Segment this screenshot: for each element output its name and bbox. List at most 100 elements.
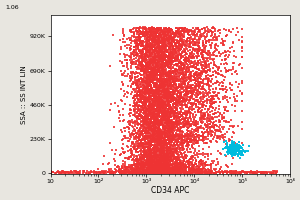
Point [147, 162, 152, 165]
Point [139, 76, 144, 79]
Point [173, 89, 178, 92]
Point [153, 163, 158, 166]
Point [200, 170, 205, 173]
Point [117, 38, 122, 41]
Point [159, 96, 164, 100]
Point [220, 171, 225, 174]
Point [143, 35, 148, 38]
Point [156, 126, 161, 129]
Point [157, 132, 162, 135]
Point [143, 141, 148, 144]
Point [165, 149, 170, 152]
Point [160, 83, 165, 87]
Point [161, 147, 166, 150]
Point [159, 164, 164, 167]
Point [160, 108, 165, 111]
Point [182, 135, 186, 138]
Point [145, 77, 150, 80]
Point [138, 171, 143, 174]
Point [165, 122, 170, 126]
Point [120, 27, 125, 30]
Point [154, 86, 159, 89]
Point [160, 104, 165, 107]
Point [196, 171, 201, 174]
Point [145, 34, 149, 37]
Point [152, 58, 156, 61]
Point [152, 78, 156, 81]
Point [202, 46, 207, 49]
Point [271, 172, 275, 175]
Point [173, 29, 178, 33]
Point [158, 133, 163, 136]
Point [148, 167, 153, 170]
Point [233, 147, 238, 150]
Point [189, 129, 194, 133]
Point [147, 102, 152, 105]
Point [152, 93, 157, 96]
Point [205, 170, 210, 174]
Point [134, 126, 139, 129]
Point [129, 166, 134, 169]
Point [135, 132, 140, 136]
Point [160, 67, 165, 70]
Point [223, 40, 228, 43]
Point [170, 56, 175, 59]
Point [149, 171, 154, 174]
Point [157, 148, 162, 152]
Point [165, 73, 170, 76]
Point [162, 169, 167, 172]
Point [162, 45, 167, 48]
Point [210, 26, 215, 29]
Point [162, 172, 167, 175]
Point [197, 28, 202, 31]
Point [129, 62, 134, 65]
Point [181, 145, 185, 149]
Point [192, 85, 197, 89]
Point [163, 129, 167, 133]
Point [168, 169, 173, 172]
Point [139, 76, 144, 79]
Point [173, 160, 178, 163]
Point [159, 72, 164, 76]
Point [206, 171, 210, 175]
Point [218, 120, 223, 123]
Point [168, 57, 173, 60]
Point [122, 166, 127, 169]
Point [142, 163, 147, 166]
Point [156, 143, 161, 146]
Point [183, 139, 188, 142]
Point [150, 124, 155, 127]
Point [231, 61, 236, 65]
Point [143, 71, 148, 74]
Point [175, 140, 180, 143]
Point [160, 160, 165, 163]
Point [167, 152, 172, 155]
Point [196, 160, 201, 163]
Point [193, 76, 197, 79]
Point [167, 129, 172, 132]
Point [147, 166, 152, 169]
Point [169, 135, 174, 138]
Point [214, 170, 219, 173]
Point [155, 121, 160, 124]
Point [118, 154, 122, 157]
Point [162, 165, 167, 168]
Point [149, 112, 154, 115]
Point [204, 66, 209, 69]
Point [204, 142, 209, 145]
Point [214, 65, 219, 68]
Point [190, 31, 195, 34]
Point [151, 113, 156, 116]
Point [144, 159, 149, 163]
Point [153, 95, 158, 98]
Point [148, 74, 153, 77]
Point [195, 98, 200, 101]
Point [169, 160, 174, 163]
Point [158, 77, 163, 80]
Point [139, 148, 143, 151]
Point [166, 168, 171, 171]
Point [169, 130, 174, 134]
Point [168, 97, 173, 100]
Point [134, 65, 139, 68]
Point [172, 53, 177, 57]
